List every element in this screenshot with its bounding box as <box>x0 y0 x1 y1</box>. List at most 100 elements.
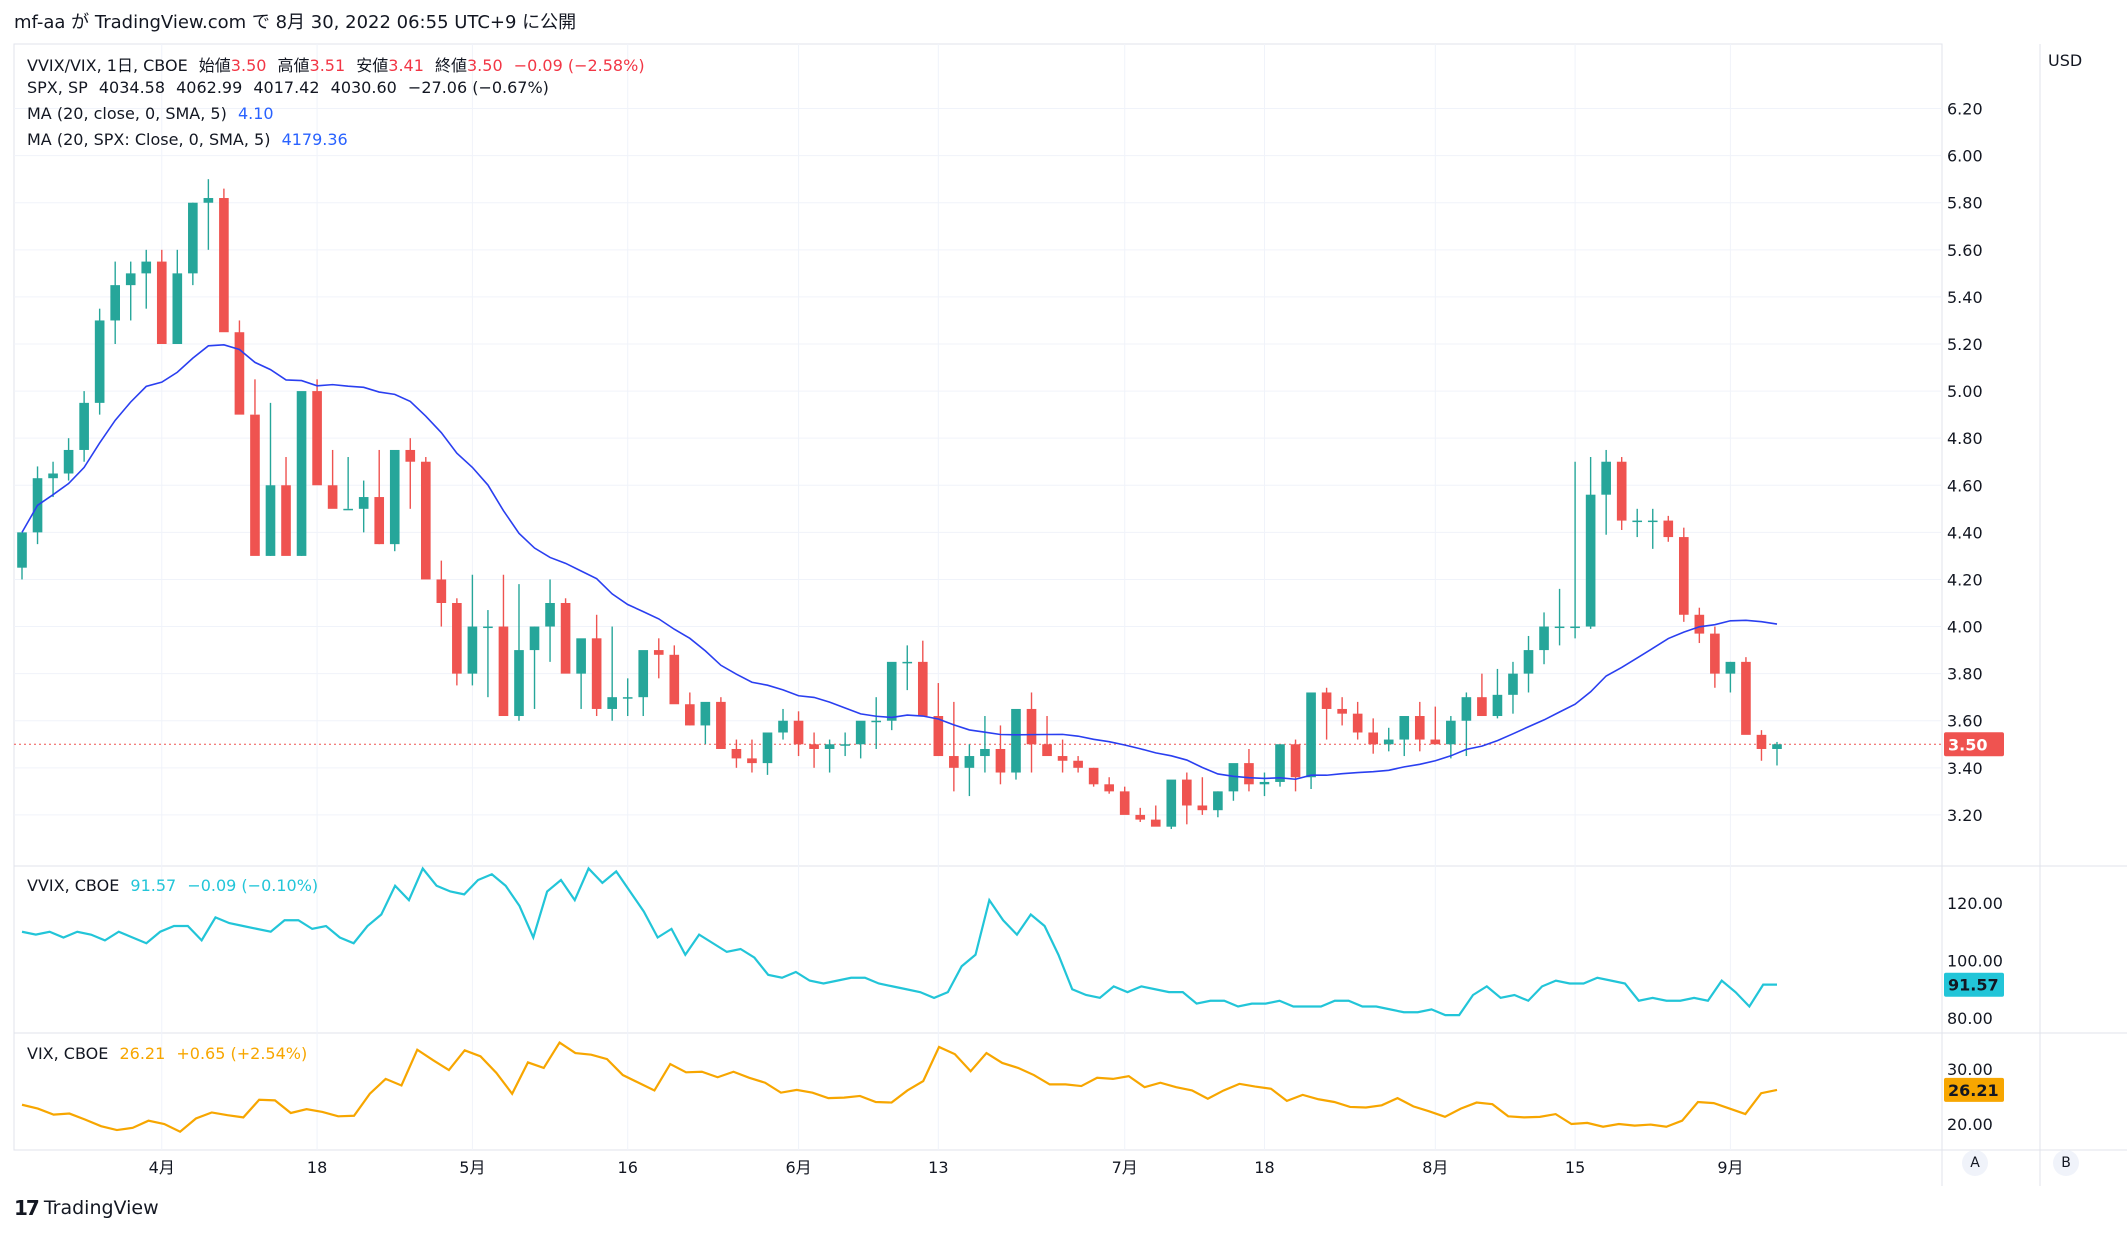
ratio-candle-body <box>1135 814 1146 820</box>
ratio-candle-body <box>638 650 649 698</box>
ratio-candle-body <box>374 497 385 545</box>
ratio-candle-body <box>1585 494 1596 627</box>
ratio-candle-body <box>1073 760 1083 768</box>
ratio-candle-body <box>886 661 897 721</box>
ratio-candle-body <box>1756 734 1767 749</box>
publish-header: mf-aa が TradingView.com で 8月 30, 2022 06… <box>14 12 577 33</box>
ratio-candle-body <box>1026 708 1037 745</box>
ratio-candle-body <box>669 654 680 705</box>
ratio-candle-body <box>576 638 586 674</box>
legend-spx-low: 4017.42 <box>253 78 320 97</box>
ratio-candle-body <box>1523 650 1534 674</box>
legend-vix-label: VIX, CBOE <box>27 1044 109 1063</box>
ratio-axis-tick-label: 5.60 <box>1947 241 1983 260</box>
ratio-candle-body <box>1104 784 1114 792</box>
ratio-candle-body <box>1647 520 1658 523</box>
ratio-candle-body <box>949 756 959 768</box>
auto-scale-button[interactable]: A <box>1962 1150 1988 1176</box>
ratio-candle-body <box>824 744 835 749</box>
ratio-candle-body <box>1694 614 1705 634</box>
legend-close: 3.50 <box>467 56 503 75</box>
vix-axis-tick-label: 30.00 <box>1947 1060 1993 1079</box>
legend-main: VVIX/VIX, 1日, CBOE 始値3.50 高値3.51 安値3.41 … <box>27 52 651 76</box>
ratio-candle-body <box>1306 692 1316 778</box>
ratio-candle-body <box>871 720 882 723</box>
vvix-price-tag-bg <box>1944 972 2004 997</box>
vix-axis-tick-label: 20.00 <box>1947 1115 1993 1134</box>
legend-vix: VIX, CBOE 26.21 +0.65 (+2.54%) <box>27 1044 313 1063</box>
ratio-candle-body <box>1368 732 1379 745</box>
ratio-candle-body <box>1182 779 1192 806</box>
ratio-candle-body <box>188 202 198 274</box>
legend-open: 3.50 <box>230 56 267 75</box>
legend-open-label: 始値 <box>198 56 231 75</box>
ratio-axis-tick-label: 3.80 <box>1947 665 1983 684</box>
ratio-candle-body <box>1197 805 1208 811</box>
ratio-candle-body <box>1554 626 1565 629</box>
ratio-candle-body <box>793 720 804 745</box>
ratio-axis-tick-label: 4.00 <box>1947 618 1983 637</box>
legend-ma2-value: 4179.36 <box>281 130 348 149</box>
legend-spx-high: 4062.99 <box>176 78 243 97</box>
ratio-candle-body <box>79 402 89 450</box>
ratio-candle-body <box>762 732 773 764</box>
time-axis-label: 5月 <box>459 1158 485 1177</box>
ratio-candle-body <box>125 273 136 286</box>
legend-vvix-value: 91.57 <box>130 876 177 895</box>
legend-spx-open: 4034.58 <box>98 78 166 97</box>
ratio-candle-body <box>545 603 555 627</box>
ratio-candle-body <box>1430 739 1441 745</box>
legend-spx-close: 4030.60 <box>330 78 397 97</box>
ratio-axis-tick-label: 3.20 <box>1947 806 1983 825</box>
ratio-candle-body <box>1539 626 1549 651</box>
ratio-candle-body <box>1741 661 1751 735</box>
ratio-candle-body <box>1414 716 1425 740</box>
time-axis-label: 18 <box>307 1158 327 1177</box>
time-axis-label: 13 <box>928 1158 948 1177</box>
ratio-axis-tick-label: 5.00 <box>1947 382 1983 401</box>
ratio-candle-body <box>312 391 322 486</box>
b-button[interactable]: B <box>2053 1150 2079 1176</box>
vvix-price-tag: 91.57 <box>1948 976 1999 995</box>
ratio-candle-body <box>933 716 944 757</box>
ratio-candle-body <box>685 704 695 726</box>
ratio-candle-body <box>964 756 975 768</box>
ratio-candle-body <box>1492 694 1503 717</box>
vvix-axis-tick-label: 100.00 <box>1947 952 2003 971</box>
legend-close-label: 終値 <box>434 56 467 75</box>
ratio-candle-body <box>1119 791 1130 815</box>
ratio-axis-tick-label: 6.00 <box>1947 147 1983 166</box>
ratio-candle-body <box>141 261 152 274</box>
time-axis-label: 18 <box>1254 1158 1274 1177</box>
tradingview-brand-text: TradingView <box>43 1197 159 1219</box>
time-axis-label: 7月 <box>1112 1158 1138 1177</box>
ratio-candle-body <box>1616 461 1627 521</box>
legend-spx: SPX, SP 4034.58 4062.99 4017.42 4030.60 … <box>27 78 555 97</box>
ratio-candle-body <box>1213 791 1223 811</box>
ratio-candle-body <box>980 748 990 757</box>
legend-spx-change: −27.06 (−0.67%) <box>407 78 549 97</box>
legend-high-label: 高値 <box>277 56 310 75</box>
ratio-candle-body <box>778 720 788 733</box>
ratio-candle-body <box>327 485 338 509</box>
ratio-candle-body <box>995 748 1006 773</box>
ratio-candle-body <box>917 661 928 717</box>
time-axis-label: 9月 <box>1717 1158 1743 1177</box>
ratio-candle-body <box>1166 779 1177 827</box>
ratio-candle-body <box>296 391 307 556</box>
ratio-price-tag: 3.50 <box>1948 735 1987 754</box>
legend-ma2-label: MA (20, SPX: Close, 0, SMA, 5) <box>27 130 271 149</box>
legend-ma1-value: 4.10 <box>237 104 274 123</box>
ratio-candle-body <box>1725 661 1736 674</box>
vvix-line <box>21 866 1777 1017</box>
ratio-candle-body <box>1601 461 1611 495</box>
ratio-candle-body <box>405 449 416 462</box>
ratio-candle-body <box>1352 713 1363 733</box>
ratio-candle-body <box>1508 673 1518 695</box>
ratio-candle-body <box>1290 744 1301 778</box>
ratio-candle-body <box>156 261 167 344</box>
ratio-candle-body <box>17 532 27 568</box>
ratio-axis-tick-label: 4.40 <box>1947 523 1983 542</box>
ratio-axis-tick-label: 3.40 <box>1947 759 1983 778</box>
